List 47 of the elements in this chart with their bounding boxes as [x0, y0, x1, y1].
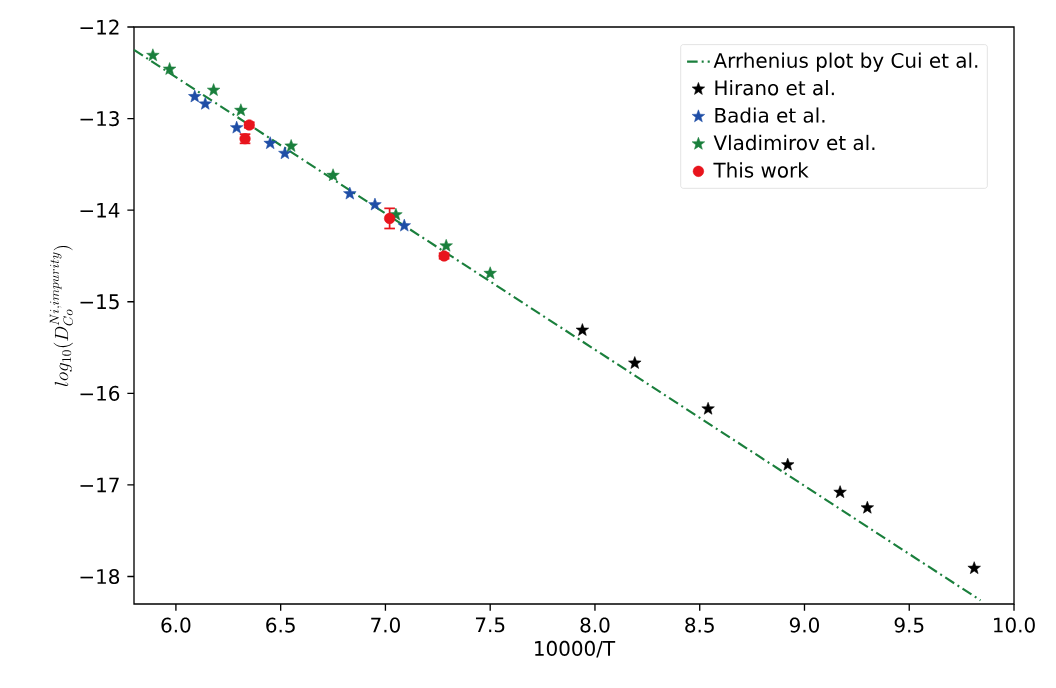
point	[343, 186, 357, 200]
point	[397, 218, 411, 232]
point	[833, 485, 847, 498]
x-tick-label: 7.0	[371, 617, 400, 633]
point	[483, 266, 497, 280]
legend-label: Badia et al.	[715, 107, 825, 123]
legend-label: This work	[713, 162, 809, 178]
y-tick-label: −18	[80, 568, 120, 585]
point	[146, 48, 160, 62]
legend-label: Arrhenius plot by Cui et al.	[713, 52, 978, 72]
point	[967, 561, 981, 574]
point	[207, 83, 221, 96]
x-tick-label: 8.5	[685, 617, 714, 633]
point	[628, 356, 642, 369]
point	[234, 103, 248, 116]
point	[188, 89, 202, 103]
y-tick-label: −16	[80, 385, 120, 401]
x-tick-label: 7.5	[475, 617, 505, 633]
point	[384, 212, 396, 224]
y-tick-label: −13	[80, 111, 119, 127]
point	[284, 139, 298, 152]
x-tick-label: 10.0	[994, 617, 1035, 633]
y-tick-label: −12	[80, 19, 119, 35]
y-tick-label: −14	[80, 202, 120, 218]
x-tick-label: 6.0	[161, 617, 191, 633]
point	[575, 323, 589, 336]
x-tick-label: 6.5	[266, 617, 295, 633]
point	[263, 136, 277, 149]
point	[860, 500, 874, 514]
point	[278, 146, 292, 160]
point	[230, 120, 244, 134]
point	[163, 62, 177, 75]
x-axis-title: 10000/T	[535, 640, 616, 658]
point	[326, 168, 340, 182]
x-tick-label: 8.0	[580, 617, 610, 633]
point	[198, 97, 212, 110]
point	[781, 457, 795, 471]
legend-label: Hirano et al.	[715, 79, 834, 96]
point	[368, 197, 382, 211]
point	[439, 238, 453, 252]
y-tick-label: −17	[80, 477, 119, 493]
legend-label: Vladimirov et al.	[713, 134, 875, 151]
x-tick-label: 9.5	[894, 617, 924, 633]
y-tick-label: −15	[80, 294, 119, 310]
point	[701, 402, 715, 415]
y-axis-title: $log_{10}(D_{Co}^{Ni, impurity})$	[49, 245, 73, 387]
x-tick-label: 9.0	[789, 617, 819, 633]
